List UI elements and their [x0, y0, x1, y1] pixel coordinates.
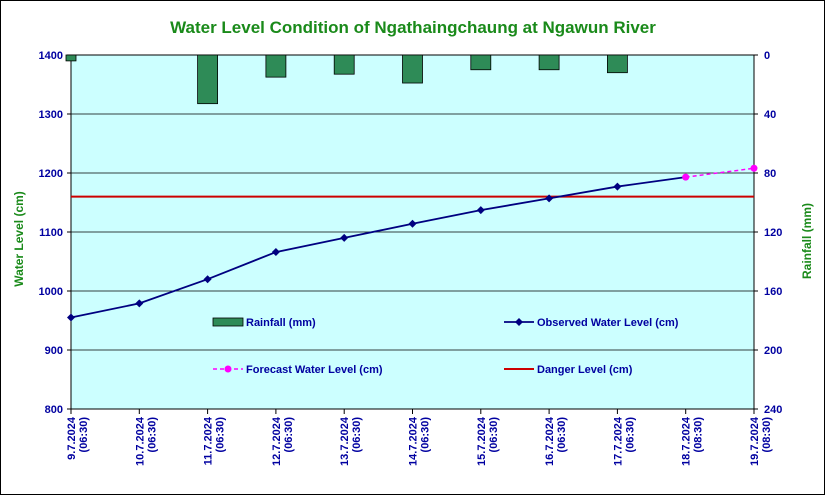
observed-point	[67, 313, 75, 322]
y-tick-label: 800	[45, 404, 63, 416]
observed-point	[135, 299, 144, 308]
y-tick-label: 1200	[39, 168, 63, 180]
y2-tick-label: 120	[764, 227, 782, 239]
y-tick-label: 1400	[39, 50, 63, 62]
legend-label: Observed Water Level (cm)	[537, 317, 679, 329]
x-tick-label: 16.7.2024(06:30)	[544, 416, 568, 466]
forecast-line	[685, 167, 755, 178]
y-tick-label: 1300	[39, 109, 63, 121]
legend-label: Rainfall (mm)	[246, 317, 316, 329]
observed-point	[613, 182, 622, 191]
x-tick-label: 17.7.2024(06:30)	[612, 416, 636, 466]
rainfall-bar	[538, 54, 560, 71]
y-tick-label: 1000	[39, 286, 63, 298]
observed-point	[476, 206, 485, 215]
legend-label: Forecast Water Level (cm)	[246, 364, 383, 376]
legend-label: Danger Level (cm)	[537, 364, 633, 376]
y2-tick-label: 0	[764, 50, 770, 62]
rainfall-bar	[333, 54, 355, 75]
x-tick-label: 10.7.2024(06:30)	[134, 416, 158, 466]
y-tick-label: 900	[45, 345, 63, 357]
forecast-point	[682, 173, 690, 181]
rainfall-bar	[402, 54, 423, 84]
rainfall-bar	[197, 54, 219, 105]
rainfall-bar	[607, 54, 628, 74]
y2-tick-label: 160	[764, 286, 782, 298]
x-tick-label: 14.7.2024(06:30)	[408, 416, 432, 466]
x-tick-label: 19.7.2024(08:30)	[749, 416, 773, 466]
legend-swatch-rainfall	[212, 317, 244, 327]
legend-marker-forecast	[224, 365, 232, 373]
observed-line	[70, 176, 686, 319]
rainfall-bar	[265, 54, 287, 78]
legend-marker-observed	[515, 318, 523, 326]
observed-point	[203, 275, 212, 284]
x-tick-label: 15.7.2024(06:30)	[476, 416, 500, 466]
y2-axis-title: Rainfall (mm)	[800, 203, 814, 279]
x-tick-label: 13.7.2024(06:30)	[339, 416, 363, 466]
x-tick-label: 9.7.2024(06:30)	[66, 416, 90, 460]
observed-point	[408, 219, 417, 228]
x-tick-label: 12.7.2024(06:30)	[271, 416, 295, 466]
observed-point	[271, 248, 280, 257]
rainfall-bar	[65, 54, 77, 62]
observed-point	[340, 233, 349, 242]
forecast-point	[750, 164, 758, 172]
y-tick-label: 1100	[39, 227, 63, 239]
rainfall-bar	[470, 54, 492, 71]
x-tick-label: 11.7.2024(06:30)	[203, 416, 227, 465]
y2-tick-label: 40	[764, 109, 776, 121]
y2-tick-label: 240	[764, 404, 782, 416]
observed-point	[545, 194, 554, 203]
x-tick-label: 18.7.2024(08:30)	[681, 416, 705, 466]
y-axis-title: Water Level (cm)	[12, 191, 26, 287]
chart-title: Water Level Condition of Ngathaingchaung…	[170, 18, 656, 37]
y2-tick-label: 200	[764, 345, 782, 357]
y2-tick-label: 80	[764, 168, 776, 180]
